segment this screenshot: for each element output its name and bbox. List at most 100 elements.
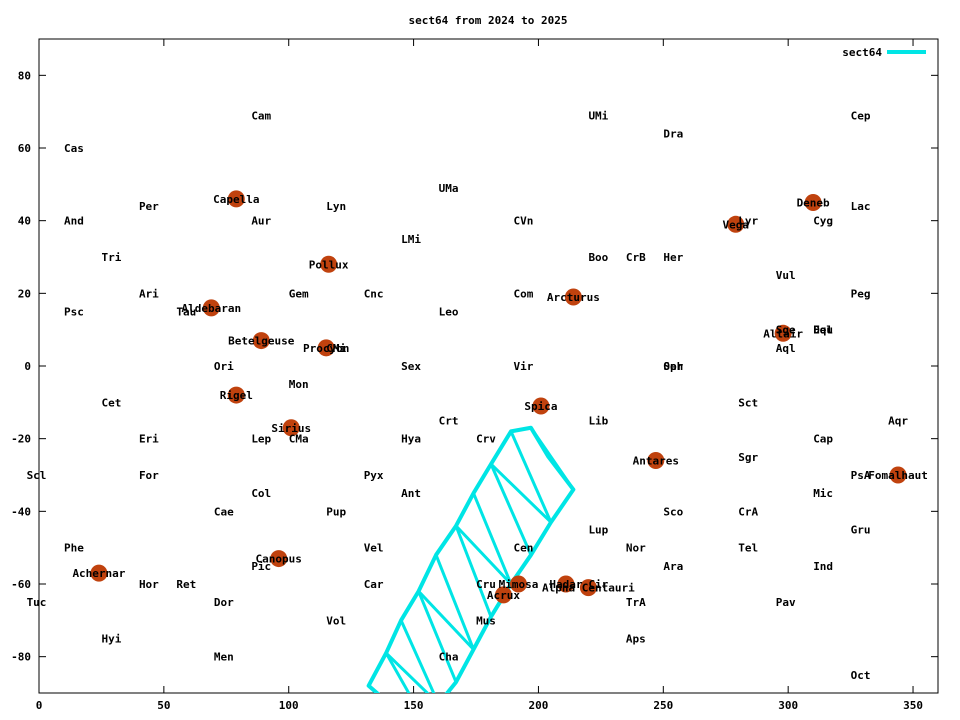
y-tick-label: -60	[11, 578, 31, 591]
constellation-label: CrA	[738, 505, 758, 518]
constellation-label: Aur	[251, 215, 271, 228]
star-marker	[317, 339, 335, 357]
constellation-label: Nor	[626, 542, 646, 555]
constellation-label: Peg	[851, 287, 871, 300]
x-tick-label: 300	[778, 699, 798, 712]
star-marker	[727, 215, 745, 233]
constellation-label: Psc	[64, 306, 84, 319]
constellation-label: Aps	[626, 633, 646, 646]
star-marker	[889, 466, 907, 484]
constellation-label: Cha	[439, 651, 459, 664]
series-rung	[472, 492, 513, 585]
constellation-label: Cap	[813, 433, 833, 446]
star-label: Acrux	[487, 589, 520, 602]
star-label: Vega	[722, 218, 749, 231]
star-label: Betelgeuse	[228, 335, 295, 348]
axis-ticks: 0 50 100 150 200 250 300 350 -80 -60 -40 -20 0 20 40 60…	[11, 39, 938, 712]
constellation-label: Del	[813, 324, 833, 337]
star-marker	[564, 288, 582, 306]
star-marker	[557, 575, 575, 593]
constellation-label: Cae	[214, 505, 234, 518]
star-marker	[647, 451, 665, 469]
star-label: Deneb	[797, 197, 830, 210]
constellation-label: Gru	[851, 524, 871, 537]
constellation-label: Dor	[214, 596, 234, 609]
star-label: Pollux	[309, 258, 349, 271]
constellation-label: Pyx	[364, 469, 384, 482]
constellation-label: Col	[251, 487, 271, 500]
y-tick-label: 40	[18, 215, 31, 228]
constellation-label: Tel	[738, 542, 758, 555]
constellation-label: Ari	[139, 287, 159, 300]
constellation-label: CMi	[326, 342, 346, 355]
constellation-label: Car	[364, 578, 384, 591]
constellation-label: Pav	[776, 596, 796, 609]
constellation-label: Tuc	[27, 596, 47, 609]
y-tick-label: 0	[24, 360, 31, 373]
series-diagonal	[454, 524, 513, 586]
series-diagonal	[417, 590, 475, 651]
legend: sect64	[842, 46, 926, 59]
constellation-label: Pup	[326, 505, 346, 518]
constellation-label: Cyg	[813, 215, 833, 228]
series-rung	[399, 619, 436, 693]
constellation-label: Sct	[738, 396, 758, 409]
constellation-label: Lib	[588, 415, 608, 428]
series-rung	[454, 525, 493, 618]
constellation-label: Cep	[851, 109, 871, 122]
star-marker	[227, 386, 245, 404]
constellation-label: Tau	[176, 306, 196, 319]
constellation-label: Dra	[663, 127, 683, 140]
star-label: Alpha Centauri	[542, 582, 635, 595]
x-tick-label: 350	[903, 699, 923, 712]
star-label: Hadar	[549, 578, 582, 591]
constellation-label: UMi	[588, 109, 608, 122]
series-rung	[509, 430, 553, 523]
constellation-label: Boo	[588, 251, 608, 264]
star-label: Mimosa	[499, 578, 539, 591]
constellation-label: Aql	[776, 342, 796, 355]
star-label: Aldebaran	[182, 302, 242, 315]
star-label: Spica	[524, 400, 557, 413]
constellation-label: Cam	[251, 109, 271, 122]
star-marker	[282, 419, 300, 437]
constellation-label: LMi	[401, 233, 421, 246]
x-tick-label: 200	[529, 699, 549, 712]
star-marker	[252, 332, 270, 350]
constellation-label: CrB	[626, 251, 646, 264]
star-label: Antares	[633, 454, 679, 467]
x-tick-label: 150	[404, 699, 424, 712]
constellation-label: Lep	[251, 433, 271, 446]
constellation-labels: Cam UMi Cep Dra Cas UMa Per Lyn Lac And Aur CVn Lyr C…	[27, 109, 909, 682]
constellation-label: Phe	[64, 542, 84, 555]
star-marker	[804, 194, 822, 211]
star-label: Fomalhaut	[868, 469, 928, 482]
constellation-label: Mon	[289, 378, 309, 391]
star-marker	[579, 579, 597, 597]
star-label: Procyon	[303, 342, 349, 355]
constellation-label: Lac	[851, 200, 871, 213]
constellation-label: Tri	[101, 251, 121, 264]
constellation-label: Ret	[176, 578, 196, 591]
constellation-label: Cir	[588, 578, 608, 591]
constellation-label: Vol	[326, 614, 346, 627]
constellation-label: Her	[663, 251, 683, 264]
star-label: Sirius	[271, 422, 311, 435]
star-marker	[532, 397, 550, 415]
constellation-label: Gem	[289, 287, 309, 300]
constellation-label: Sex	[401, 360, 421, 373]
series-sect64	[366, 425, 576, 693]
star-marker	[494, 586, 512, 604]
star-marker	[202, 299, 220, 317]
constellation-label: UMa	[439, 182, 459, 195]
constellation-label: For	[139, 469, 159, 482]
y-tick-label: -40	[11, 505, 31, 518]
bright-stars: Capella Deneb Vega Pollux Arcturus Aldebaran A…	[72, 190, 928, 604]
constellation-label: Cen	[514, 542, 534, 555]
constellation-label: Hyi	[101, 633, 121, 646]
constellation-label: Cet	[101, 396, 121, 409]
constellation-label: CVn	[514, 215, 534, 228]
constellation-label: Eri	[139, 433, 159, 446]
constellation-label: Cnc	[364, 287, 384, 300]
star-marker	[227, 190, 245, 208]
